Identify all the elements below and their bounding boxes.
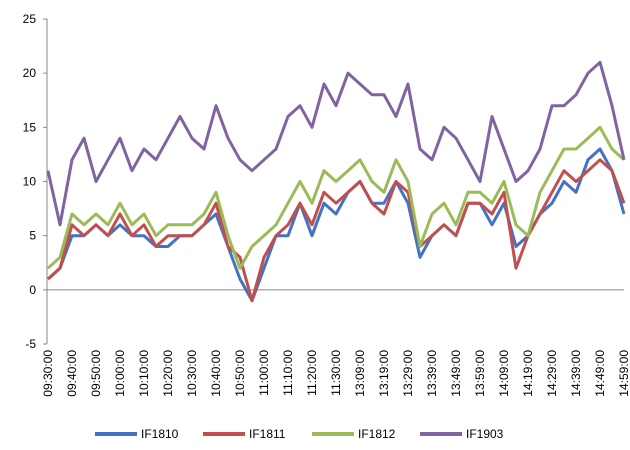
series-line <box>46 60 626 227</box>
x-tick-label: 14:19:00 <box>521 350 535 397</box>
x-tick-label: 10:50:00 <box>233 350 247 397</box>
x-tick-label: 09:30:00 <box>41 350 55 397</box>
x-tick-label: 13:59:00 <box>473 350 487 397</box>
x-tick-label: 14:09:00 <box>497 350 511 397</box>
x-tick-label: 13:09:00 <box>353 350 367 397</box>
legend-label: IF1810 <box>141 427 179 441</box>
x-tick-label: 10:00:00 <box>113 350 127 397</box>
y-tick-label: 25 <box>23 12 37 26</box>
series-line <box>46 147 626 303</box>
y-tick-label: 20 <box>23 66 37 80</box>
legend-label: IF1903 <box>466 427 504 441</box>
x-tick-label: 14:39:00 <box>569 350 583 397</box>
x-tick-label: 11:20:00 <box>305 350 319 396</box>
x-tick-label: 14:29:00 <box>545 350 559 397</box>
x-tick-label: 11:00:00 <box>257 350 271 396</box>
x-tick-label: 10:40:00 <box>209 350 223 397</box>
x-tick-label: 10:30:00 <box>185 350 199 397</box>
x-tick-label: 13:19:00 <box>377 350 391 397</box>
y-tick-label: 5 <box>29 229 36 243</box>
x-tick-label: 14:49:00 <box>593 350 607 397</box>
series-line <box>46 125 626 270</box>
x-tick-label: 14:59:00 <box>617 350 630 397</box>
y-tick-label: 0 <box>29 283 36 297</box>
legend-label: IF1812 <box>358 427 396 441</box>
x-tick-label: 11:10:00 <box>281 350 295 396</box>
x-tick-label: 13:49:00 <box>449 350 463 397</box>
y-tick-label: -5 <box>25 337 36 351</box>
y-tick-label: 10 <box>23 175 37 189</box>
x-tick-label: 11:30:00 <box>329 350 343 396</box>
x-tick-label: 10:20:00 <box>161 350 175 397</box>
x-tick-label: 13:39:00 <box>425 350 439 397</box>
x-tick-label: 10:10:00 <box>137 350 151 397</box>
legend-label: IF1811 <box>249 427 286 441</box>
x-tick-label: 09:40:00 <box>65 350 79 397</box>
x-tick-label: 13:29:00 <box>401 350 415 397</box>
y-tick-label: 15 <box>23 120 37 134</box>
x-tick-label: 09:50:00 <box>89 350 103 397</box>
